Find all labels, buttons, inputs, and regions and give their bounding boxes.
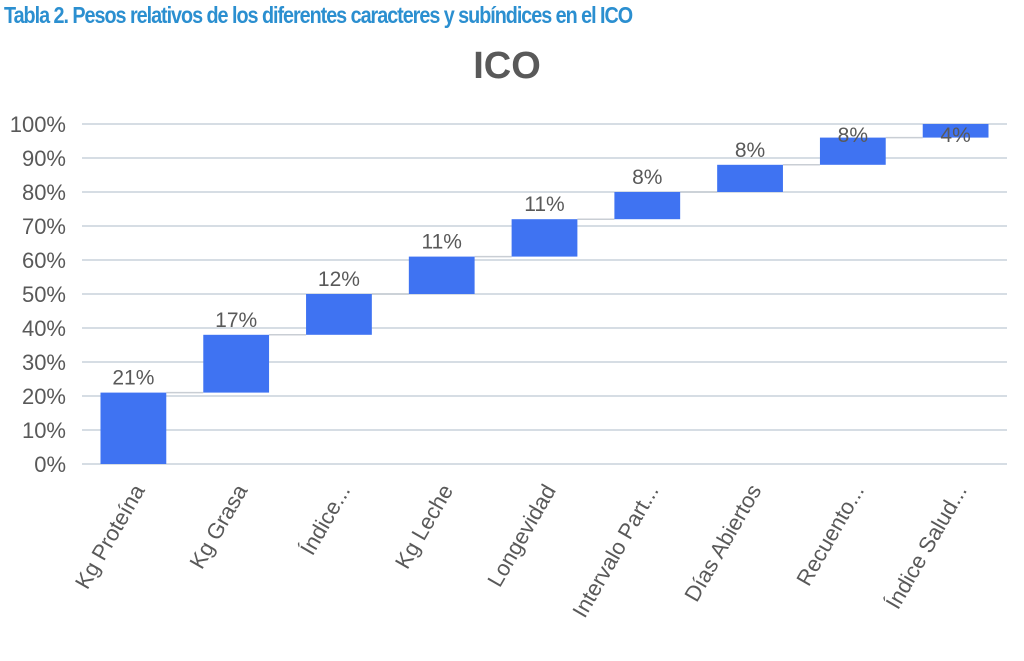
bar <box>100 392 167 464</box>
y-axis-ticks: 0% 10% 20% 30% 40% 50% 60% 70% 80% 90% 100% <box>10 112 66 477</box>
x-tick-label: Kg Proteína <box>70 479 150 593</box>
data-label: 8% <box>735 139 765 162</box>
data-label: 8% <box>838 124 868 147</box>
y-tick-label: 30% <box>22 350 66 375</box>
data-label: 21% <box>112 367 154 390</box>
y-tick-label: 50% <box>22 282 66 307</box>
y-tick-label: 80% <box>22 180 66 205</box>
table-caption: Tabla 2. Pesos relativos de los diferent… <box>4 2 633 28</box>
gridlines <box>82 123 1007 465</box>
data-label: 8% <box>632 166 662 189</box>
bar <box>819 137 886 165</box>
bar <box>408 256 475 294</box>
bar <box>306 294 372 335</box>
data-labels: 21% 17% 12% 11% 11% 8% 8% 8% 4% <box>112 124 970 390</box>
bar <box>614 192 681 220</box>
data-label: 12% <box>318 268 360 291</box>
connector-lines <box>166 136 923 394</box>
bar <box>511 219 578 257</box>
y-tick-label: 20% <box>22 384 66 409</box>
bars <box>100 124 989 464</box>
y-tick-label: 10% <box>22 418 66 443</box>
x-tick-label: Días Abiertos <box>679 480 766 606</box>
data-label: 11% <box>524 193 564 216</box>
x-tick-label: Intervalo Part... <box>567 480 663 622</box>
y-tick-label: 100% <box>10 112 66 137</box>
x-tick-label: Kg Grasa <box>184 479 252 573</box>
x-tick-label: Índice Salud... <box>881 480 972 613</box>
bar <box>203 334 270 393</box>
bar <box>922 124 989 138</box>
x-axis-ticks: Kg Proteína Kg Grasa Índice... Kg Leche Long… <box>70 479 972 621</box>
bar <box>717 164 783 192</box>
y-tick-label: 60% <box>22 248 66 273</box>
y-tick-label: 0% <box>34 452 66 477</box>
data-label: 11% <box>421 231 461 254</box>
x-tick-label: Kg Leche <box>390 480 458 573</box>
x-tick-label: Longevidad <box>482 480 561 591</box>
chart-title: ICO <box>473 45 541 87</box>
x-tick-label: Índice... <box>295 480 355 559</box>
y-tick-label: 90% <box>22 146 66 171</box>
y-tick-label: 70% <box>22 214 66 239</box>
x-tick-label: Recuento... <box>791 480 869 590</box>
data-label: 4% <box>940 124 970 147</box>
y-tick-label: 40% <box>22 316 66 341</box>
data-label: 17% <box>215 309 257 332</box>
